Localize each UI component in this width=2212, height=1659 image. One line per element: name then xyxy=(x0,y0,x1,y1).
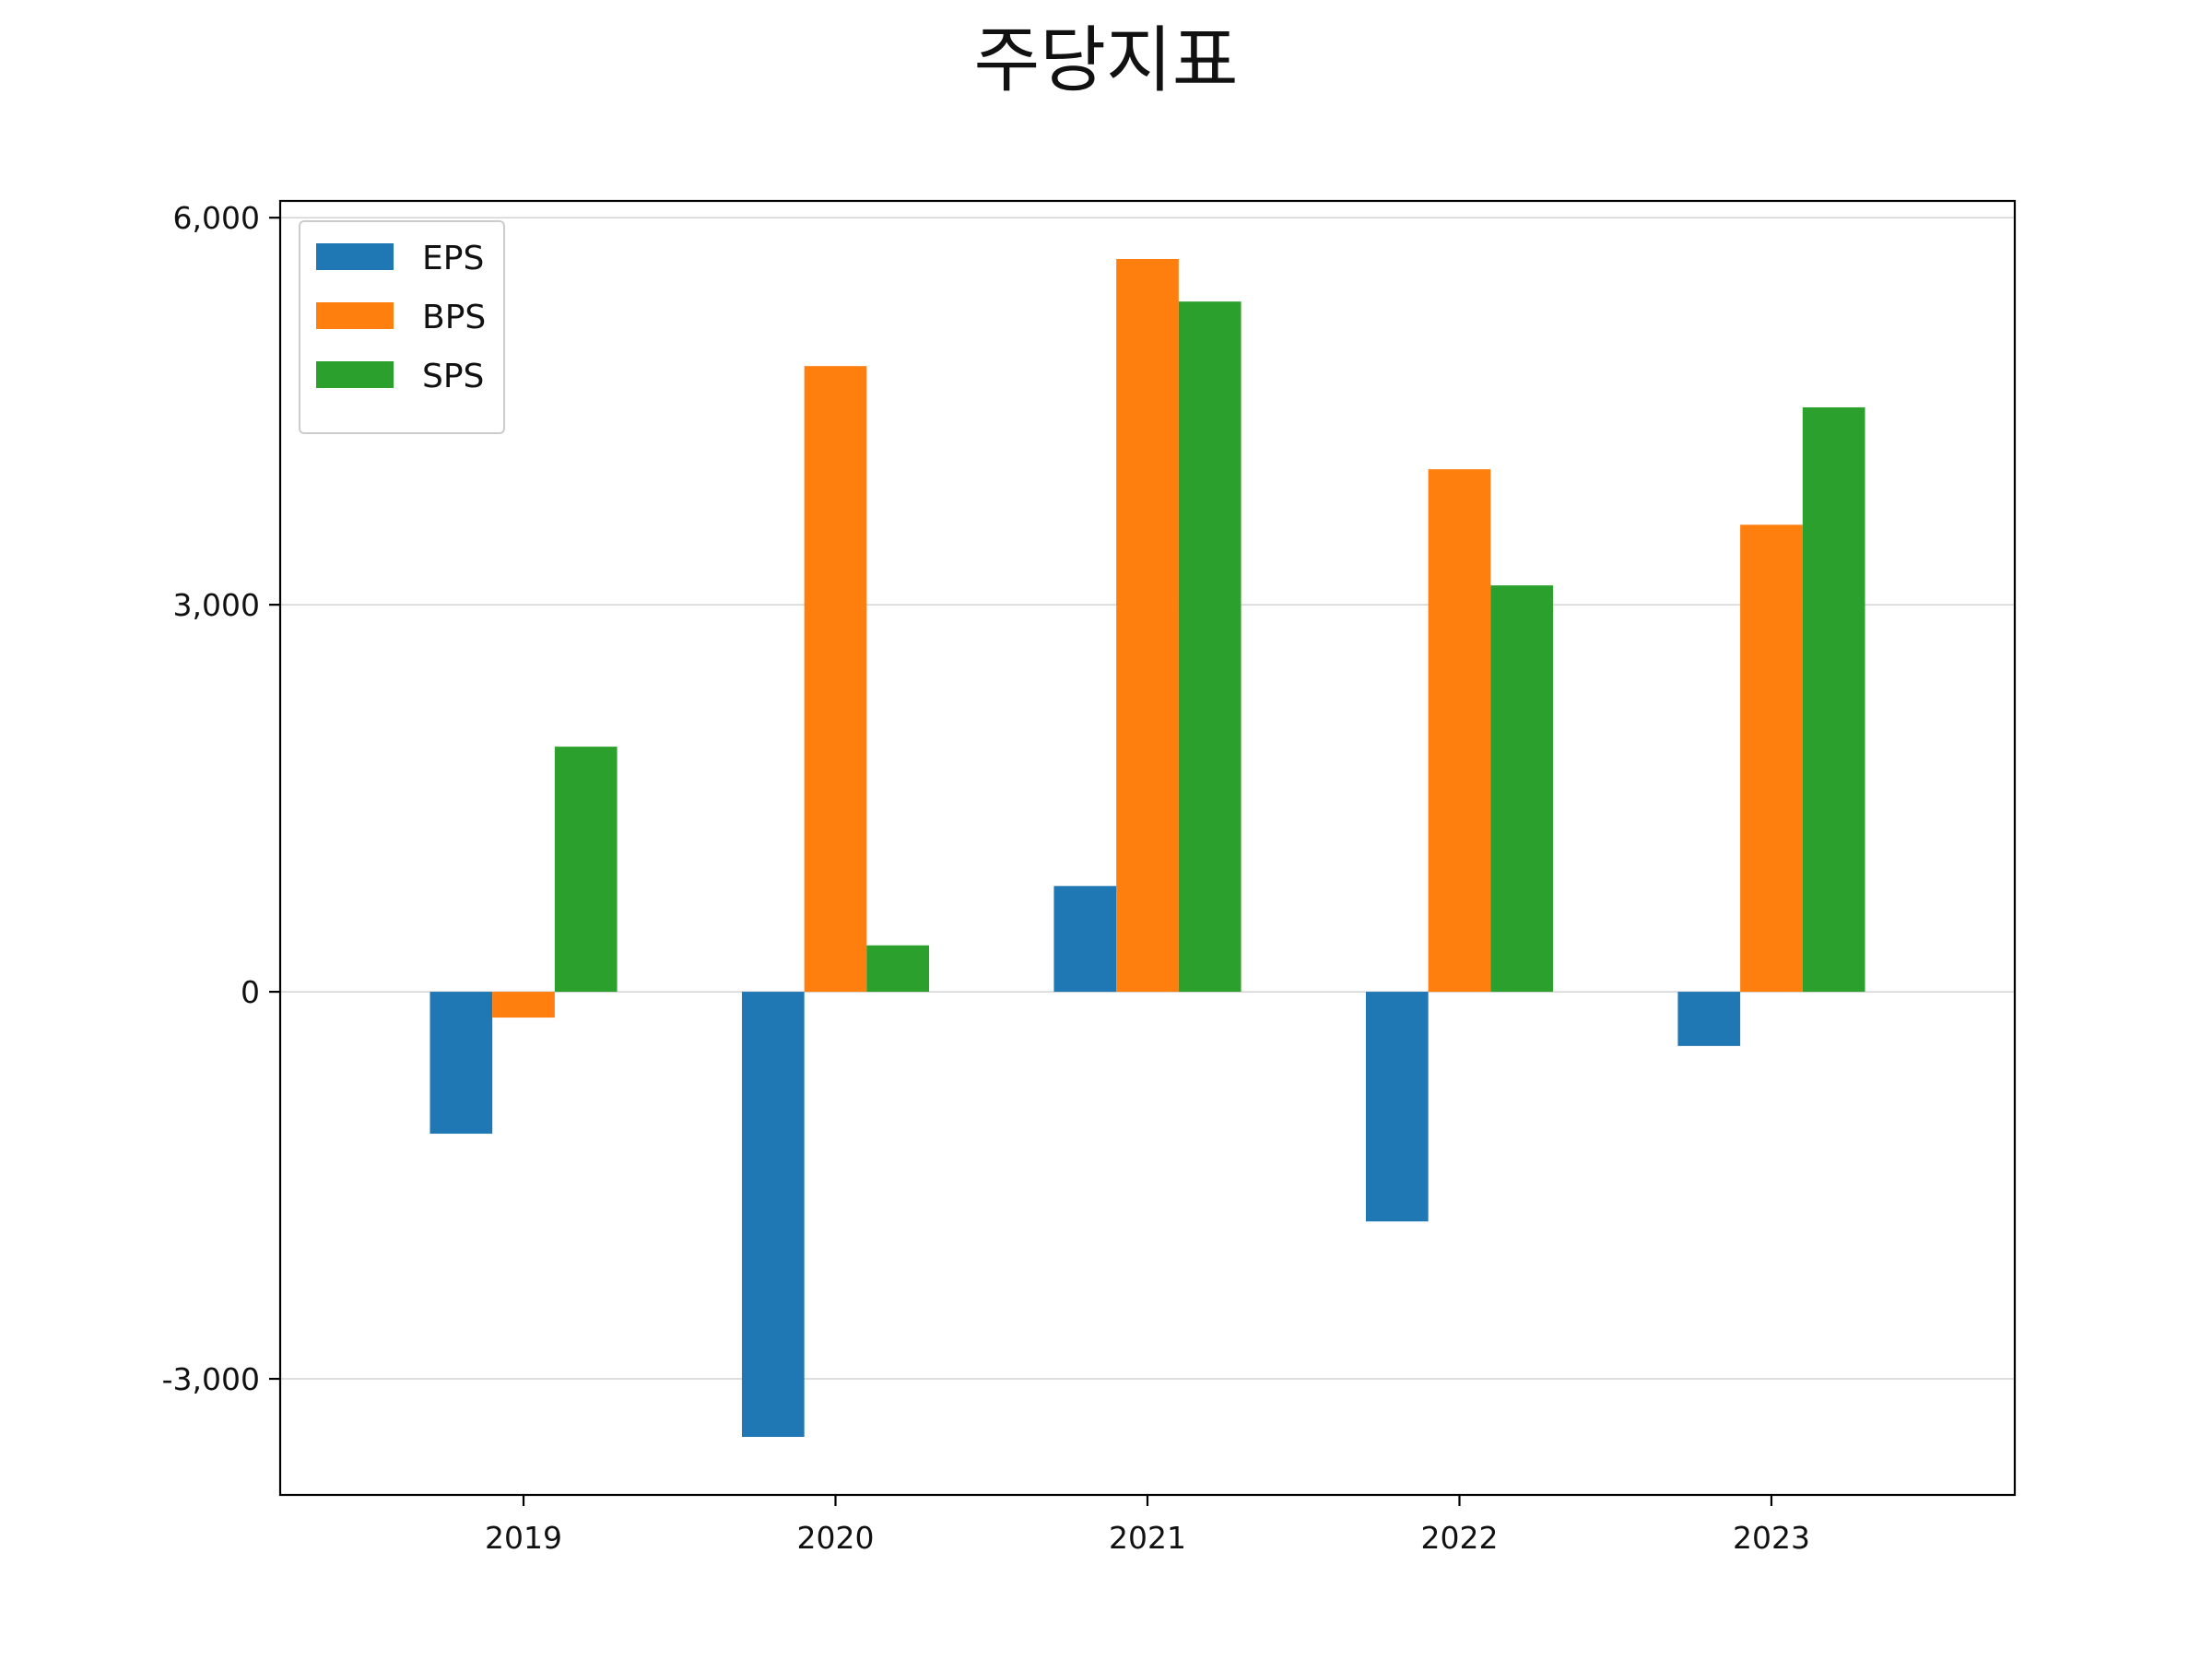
x-tick-label: 2021 xyxy=(1109,1520,1186,1556)
bar-bps-2020 xyxy=(804,366,867,993)
legend-swatch-bps xyxy=(316,302,394,329)
bar-bps-2019 xyxy=(492,992,555,1018)
x-tick-label: 2019 xyxy=(485,1520,562,1556)
legend-label-eps: EPS xyxy=(422,240,484,277)
legend: EPS BPS SPS xyxy=(299,220,505,434)
bar-bps-2022 xyxy=(1428,469,1491,993)
bar-eps-2021 xyxy=(1053,886,1117,993)
bar-eps-2023 xyxy=(1677,992,1741,1046)
legend-swatch-sps xyxy=(316,361,394,388)
bar-eps-2020 xyxy=(741,992,805,1438)
legend-label-bps: BPS xyxy=(422,299,486,336)
x-tick-label: 2022 xyxy=(1420,1520,1498,1556)
bar-sps-2019 xyxy=(554,747,618,993)
bar-bps-2023 xyxy=(1740,524,1803,993)
bar-bps-2021 xyxy=(1116,258,1179,993)
y-tick-label: 3,000 xyxy=(173,587,260,623)
y-tick-label: 0 xyxy=(241,974,260,1010)
y-axis: -3,000 0 3,000 6,000 xyxy=(162,200,280,1397)
bar-sps-2021 xyxy=(1178,301,1241,993)
bars xyxy=(429,258,1865,1438)
y-tick-label: 6,000 xyxy=(173,200,260,236)
x-tick-label: 2020 xyxy=(797,1520,875,1556)
bar-eps-2019 xyxy=(429,992,493,1135)
legend-swatch-eps xyxy=(316,243,394,270)
bar-sps-2022 xyxy=(1490,585,1554,993)
bar-sps-2020 xyxy=(866,945,930,993)
bar-eps-2022 xyxy=(1365,992,1429,1222)
legend-label-sps: SPS xyxy=(422,358,484,395)
x-axis: 2019 2020 2021 2022 2023 xyxy=(485,1495,1810,1556)
x-tick-label: 2023 xyxy=(1733,1520,1810,1556)
bar-sps-2023 xyxy=(1802,406,1865,993)
chart-title: 주당지표 xyxy=(973,19,1238,102)
y-tick-label: -3,000 xyxy=(162,1361,260,1397)
